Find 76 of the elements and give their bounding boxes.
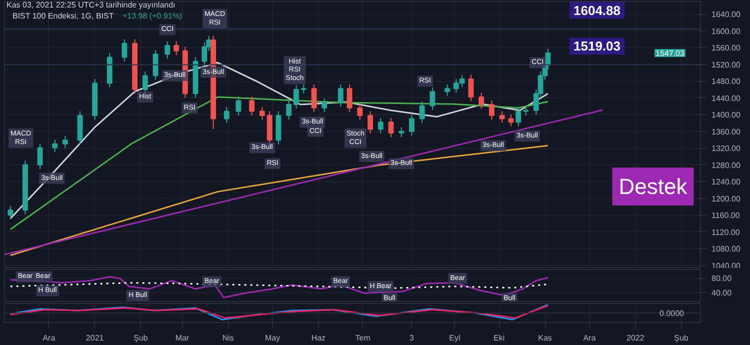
candlestick xyxy=(516,106,522,127)
annotation: 1547.03 xyxy=(656,49,685,58)
x-tick-label: 2022 xyxy=(626,334,645,342)
x-tick-label: Şub xyxy=(134,334,148,342)
candlestick xyxy=(174,40,179,56)
candlestick xyxy=(122,38,128,62)
candlestick xyxy=(311,84,317,113)
candlestick xyxy=(398,126,404,138)
x-tick-label: Eki xyxy=(494,334,505,342)
text: BIST 100 Endeksi, 1G, BIST xyxy=(12,12,114,20)
candlestick xyxy=(338,84,344,108)
x-tick-label: May xyxy=(264,334,280,342)
y-tick-label: 1320.00 xyxy=(712,144,741,154)
ref-line-label: 1604.88 xyxy=(574,2,620,18)
candlestick xyxy=(286,100,292,120)
y-tick-label: 1120.00 xyxy=(712,228,740,237)
candlestick xyxy=(37,143,43,170)
x-tick-label: Haz xyxy=(311,334,326,342)
y-tick-label: 1200.00 xyxy=(712,194,741,204)
y-tick-label: 1640.00 xyxy=(712,10,741,20)
candlestick xyxy=(224,106,230,124)
annotation: Kas 03, 2021 22:25 UTC+3 tarihinde yayınlandı xyxy=(6,0,176,10)
candlestick xyxy=(152,50,158,80)
y-tick-label: 1520.00 xyxy=(712,60,741,70)
candlestick xyxy=(523,106,528,116)
candlestick xyxy=(164,40,170,59)
y-tick-label: 1160.00 xyxy=(712,211,740,220)
candlestick xyxy=(508,114,514,127)
x-tick-label: 3 xyxy=(410,334,415,342)
candlestick xyxy=(322,98,328,113)
x-tick-label: Tem xyxy=(355,334,371,342)
y-tick-label: 1240.00 xyxy=(712,178,741,187)
candlestick xyxy=(300,84,306,94)
candlestick xyxy=(357,103,363,120)
x-tick-label: Ara xyxy=(42,334,56,342)
x-tick-label: Nis xyxy=(222,334,234,342)
y-tick-label: 1600.00 xyxy=(712,26,741,36)
x-tick-label: Şub xyxy=(674,334,689,342)
y-tick-label: 1440.00 xyxy=(712,94,741,103)
candlestick xyxy=(409,114,414,136)
candlestick xyxy=(468,74,474,102)
y-tick-label: 1280.00 xyxy=(712,160,741,170)
candlestick xyxy=(499,110,505,124)
y-tick-label: 1480.00 xyxy=(712,77,741,86)
candlestick xyxy=(294,84,299,110)
y-tick-label: 1560.00 xyxy=(712,44,741,53)
candlestick xyxy=(444,84,450,96)
x-tick-label: Eyl xyxy=(449,334,460,342)
x-tick-label: 2021 xyxy=(86,334,104,342)
ref-line-label: 1519.03 xyxy=(574,38,620,54)
y-tick-label: 1400.00 xyxy=(712,110,741,120)
candlestick xyxy=(388,117,394,138)
y-tick-label: 40.00 xyxy=(712,288,732,298)
candlestick xyxy=(62,135,68,149)
candlestick xyxy=(142,70,148,94)
candlestick xyxy=(488,100,494,120)
candlestick xyxy=(346,84,352,113)
text: Destek xyxy=(618,174,688,199)
candlestick xyxy=(8,205,14,220)
candlestick xyxy=(249,96,255,116)
candlestick xyxy=(378,117,384,134)
text: +13.98 (+0.91%) xyxy=(122,12,182,20)
ref-line-label: 0.0000 xyxy=(660,309,685,318)
y-tick-label: 1360.00 xyxy=(712,127,741,136)
candlestick xyxy=(419,101,425,124)
candlestick xyxy=(478,92,484,110)
candlestick xyxy=(236,96,242,116)
x-tick-label: Mar xyxy=(175,334,190,342)
candlestick xyxy=(430,86,436,110)
y-tick-label: 80.00 xyxy=(712,274,732,284)
x-tick-label: Kas xyxy=(538,334,552,342)
candlestick xyxy=(52,139,58,152)
candlestick xyxy=(259,106,265,120)
x-tick-label: Ara xyxy=(583,334,596,342)
y-tick-label: 1080.00 xyxy=(712,244,741,254)
candlestick xyxy=(368,110,373,134)
